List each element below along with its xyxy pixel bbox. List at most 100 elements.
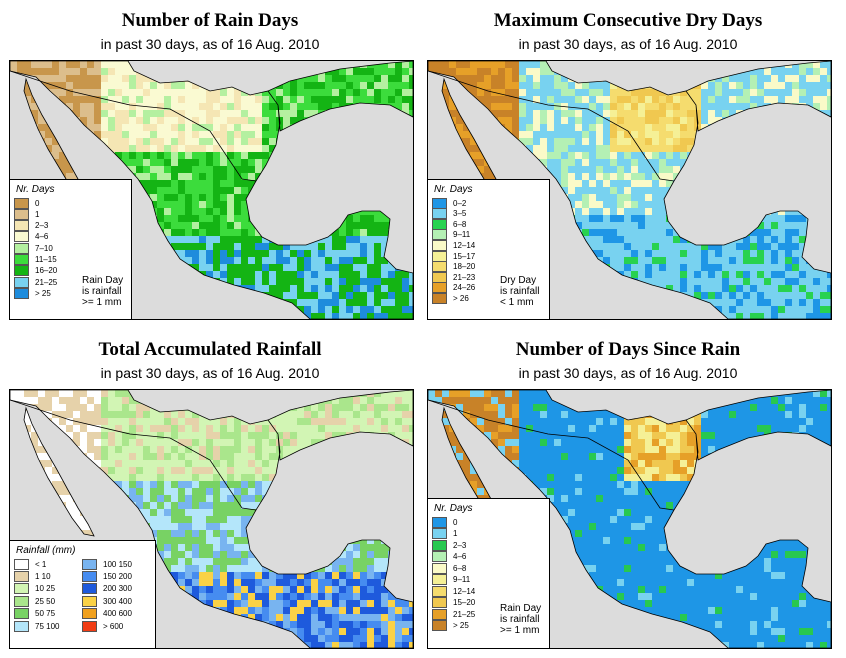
legend-item: > 25: [14, 287, 51, 299]
legend-swatch: [432, 250, 447, 262]
legend-swatch: [82, 570, 97, 582]
legend-swatch: [14, 254, 29, 265]
legend-swatch: [14, 583, 29, 595]
note-line: Rain Day: [82, 275, 124, 286]
legend-swatch: [432, 585, 447, 597]
us-mexico-border: [10, 70, 257, 182]
legend-swatch: [82, 608, 97, 620]
panel-title: Maximum Consecutive Dry Days: [493, 10, 763, 31]
legend-swatch: [432, 282, 447, 294]
legend-label: 21–25: [453, 609, 476, 619]
legend-item: 10 25: [14, 583, 56, 595]
legend-label: 24–26: [453, 283, 476, 293]
legend-item: 0–2: [432, 197, 467, 209]
legend-item: 12–14: [432, 239, 475, 251]
legend-item: 2–3: [432, 539, 466, 551]
legend-item: 150 200: [82, 570, 132, 582]
legend-swatch: [432, 539, 447, 551]
note-line: is rainfall: [82, 286, 122, 297]
map-canvas: [10, 61, 413, 319]
legend-item: 1: [432, 528, 457, 539]
legend-item: 9–11: [432, 229, 471, 241]
legend-label: 0: [35, 198, 40, 208]
legend-item: 0: [432, 516, 457, 528]
legend-title: Nr. Days: [16, 184, 55, 195]
legend-item: > 26: [432, 292, 469, 304]
legend-item: 6–8: [432, 218, 467, 230]
legend-swatch: [14, 558, 29, 570]
legend-item: 75 100: [14, 620, 60, 632]
legend-item: 15–17: [432, 250, 476, 262]
legend-swatch: [432, 197, 447, 209]
legend-item: 21–25: [432, 608, 476, 620]
panel-title: Number of Days Since Rain: [515, 339, 741, 360]
legend: Nr. Days 0–2 3–5 6–8 9–11 12–14 15–17 18–20 21–…: [428, 179, 550, 319]
legend-title: Nr. Days: [434, 503, 473, 514]
legend-item: 4–6: [14, 231, 48, 243]
legend-swatch: [14, 265, 29, 277]
note-line: is rainfall: [500, 286, 540, 297]
border-outline: [428, 61, 831, 319]
legend-swatch: [432, 271, 447, 283]
legend-item: > 25: [432, 620, 469, 631]
legend: Rainfall (mm) < 1 1 10 10 25 25 50 50 75 75 1…: [10, 540, 156, 648]
legend-item: 21–23: [432, 271, 476, 283]
legend-swatch: [432, 261, 447, 273]
legend-title: Nr. Days: [434, 184, 473, 195]
map-dry-days: Nr. Days 0–2 3–5 6–8 9–11 12–14 15–17 18–20 21–…: [427, 60, 832, 320]
legend-label: 6–8: [453, 219, 467, 229]
legend-swatch: [432, 239, 447, 251]
panel-rain-days: Number of Rain Days in past 30 days, as …: [0, 0, 420, 329]
legend-label: 15–17: [453, 251, 476, 261]
legend-swatch: [14, 220, 29, 232]
panel-rainfall: Total Accumulated Rainfall in past 30 da…: [0, 329, 420, 658]
legend-swatch: [14, 276, 29, 288]
legend-note: Dry Day is rainfall < 1 mm: [500, 275, 539, 308]
legend-label: 7–10: [35, 243, 53, 253]
legend-item: > 600: [82, 620, 123, 632]
legend-label: 1: [35, 209, 40, 219]
legend-item: 24–26: [432, 282, 476, 294]
note-line: >= 1 mm: [82, 297, 122, 308]
legend-item: 25 50: [14, 595, 55, 607]
legend-swatch: [432, 597, 447, 608]
legend-item: 21–25: [14, 276, 57, 288]
legend-item: 0: [14, 197, 40, 209]
legend-item: 4–6: [432, 551, 466, 562]
legend-item: 200 300: [82, 583, 132, 595]
legend-swatch: [82, 620, 97, 632]
panel-subtitle: in past 30 days, as of 16 Aug. 2010: [100, 365, 320, 381]
baja-outline: [23, 406, 95, 537]
legend-label: > 25: [453, 621, 469, 630]
note-line: < 1 mm: [500, 297, 534, 308]
legend-label: 10 25: [35, 584, 56, 594]
map-rainfall: Rainfall (mm) < 1 1 10 10 25 25 50 50 75 75 1…: [9, 389, 414, 649]
legend-title: Rainfall (mm): [16, 545, 76, 556]
legend-item: 50 75: [14, 608, 55, 620]
legend-swatch: [432, 229, 447, 241]
note-line: is rainfall: [500, 614, 540, 625]
legend-label: 11–15: [35, 255, 57, 264]
legend-swatch: [82, 558, 97, 570]
legend-label: 0–2: [453, 198, 467, 208]
border-outline: [428, 390, 831, 648]
legend-item: 100 150: [82, 558, 132, 570]
panel-dry-days: Maximum Consecutive Dry Days in past 30 …: [418, 0, 838, 329]
legend-item: 15–20: [432, 597, 475, 608]
legend-swatch: [14, 608, 29, 620]
legend-label: 1 10: [35, 571, 51, 581]
legend-swatch: [14, 287, 29, 299]
legend-item: 3–5: [432, 208, 466, 220]
panel-title: Total Accumulated Rainfall: [98, 339, 322, 360]
legend-label: > 26: [453, 293, 469, 303]
legend-label: 21–23: [453, 272, 476, 282]
legend-swatch: [14, 231, 29, 243]
legend-label: 9–11: [453, 230, 471, 240]
legend-swatch: [14, 595, 29, 607]
legend-label: 75 100: [35, 621, 60, 631]
legend-swatch: [432, 551, 447, 562]
legend-item: 12–14: [432, 585, 475, 597]
legend-item: 2–3: [14, 220, 48, 232]
panel-subtitle: in past 30 days, as of 16 Aug. 2010: [518, 365, 738, 381]
legend-swatch: [82, 595, 97, 607]
